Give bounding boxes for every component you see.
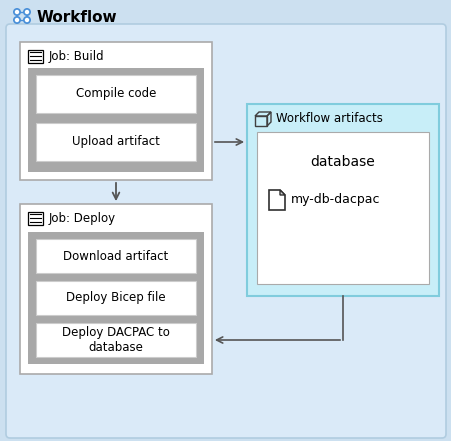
Text: database: database [310, 155, 374, 169]
Circle shape [25, 10, 29, 14]
Text: my-db-dacpac: my-db-dacpac [290, 194, 380, 206]
Text: Upload artifact: Upload artifact [72, 135, 160, 149]
Circle shape [23, 8, 31, 16]
Text: Download artifact: Download artifact [63, 250, 168, 262]
Polygon shape [268, 190, 285, 210]
Bar [28, 232, 203, 364]
Circle shape [15, 10, 19, 14]
Bar [28, 212, 43, 225]
Bar [28, 50, 43, 63]
Circle shape [25, 18, 29, 22]
Bar [28, 68, 203, 172]
Text: Compile code: Compile code [76, 87, 156, 101]
Bar [254, 116, 267, 126]
FancyBboxPatch shape [20, 204, 212, 374]
Text: Job: Deploy: Job: Deploy [49, 212, 116, 225]
Circle shape [15, 18, 19, 22]
Bar [36, 323, 196, 357]
FancyBboxPatch shape [246, 104, 438, 296]
Bar [36, 239, 196, 273]
Text: Workflow: Workflow [37, 10, 117, 25]
Bar [36, 123, 196, 161]
Circle shape [23, 16, 31, 24]
Circle shape [13, 8, 21, 16]
Bar [36, 75, 196, 113]
FancyBboxPatch shape [20, 42, 212, 180]
Bar [257, 132, 428, 284]
Text: Deploy DACPAC to
database: Deploy DACPAC to database [62, 326, 170, 354]
Text: Workflow artifacts: Workflow artifacts [276, 112, 382, 125]
FancyBboxPatch shape [6, 24, 445, 438]
Text: Deploy Bicep file: Deploy Bicep file [66, 292, 166, 304]
Circle shape [13, 16, 21, 24]
Text: Job: Build: Job: Build [49, 50, 104, 63]
Polygon shape [279, 190, 285, 195]
Bar [36, 281, 196, 315]
